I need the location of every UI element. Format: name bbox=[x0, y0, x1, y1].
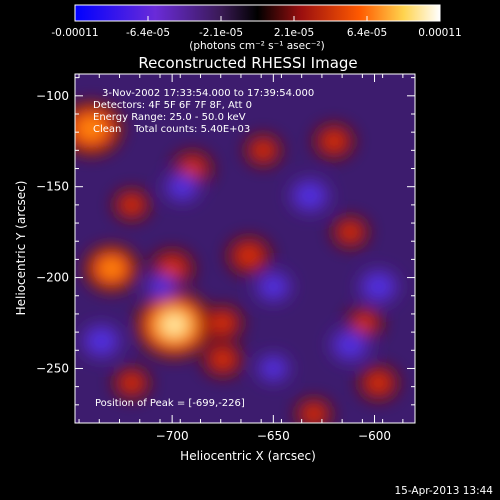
intensity-source bbox=[353, 361, 404, 406]
colorbar-tick-label: -0.00011 bbox=[51, 27, 98, 39]
intensity-source bbox=[108, 184, 155, 225]
intensity-source bbox=[160, 167, 205, 206]
colorbar-tick-label: -6.4e-05 bbox=[126, 27, 170, 39]
intensity-source bbox=[253, 351, 294, 386]
x-tick-label: −700 bbox=[156, 429, 189, 443]
colorbar-tick-label: 2.1e-05 bbox=[274, 27, 314, 39]
intensity-source bbox=[77, 320, 126, 363]
intensity-source bbox=[240, 130, 287, 171]
time-range-text: 3-Nov-2002 17:33:54.000 to 17:39:54.000 bbox=[102, 88, 314, 99]
plot-area bbox=[75, 74, 415, 423]
y-tick-label: −100 bbox=[36, 89, 69, 103]
colorbar: -0.00011 -6.4e-05 -2.1e-05 2.1e-05 6.4e-… bbox=[51, 4, 462, 52]
intensity-source bbox=[285, 174, 335, 217]
observation-info: 3-Nov-2002 17:33:54.000 to 17:39:54.000 … bbox=[93, 88, 314, 409]
intensity-source bbox=[354, 265, 403, 308]
colorbar-unit-label: (photons cm⁻² s⁻¹ asec⁻²) bbox=[189, 40, 324, 52]
plot-frame bbox=[74, 73, 416, 424]
intensity-source bbox=[221, 231, 277, 280]
intensity-source bbox=[132, 288, 216, 361]
intensity-source bbox=[197, 337, 249, 382]
x-tick-label: −650 bbox=[257, 429, 290, 443]
colorbar-tick-label: -2.1e-05 bbox=[199, 27, 243, 39]
y-tick-label: −250 bbox=[36, 361, 69, 375]
intensity-source bbox=[81, 242, 142, 295]
intensity-source bbox=[75, 98, 126, 159]
energy-range-text: Energy Range: 25.0 - 50.0 keV bbox=[93, 112, 246, 123]
intensity-source bbox=[327, 212, 374, 253]
y-tick-label: −200 bbox=[36, 271, 69, 285]
peak-position-text: Position of Peak = [-699,-226] bbox=[95, 398, 245, 409]
intensity-source bbox=[325, 323, 375, 366]
intensity-source bbox=[251, 267, 296, 306]
colorbar-ticks bbox=[74, 16, 441, 21]
x-axis-label: Heliocentric X (arcsec) bbox=[180, 449, 316, 463]
colorbar-gradient bbox=[74, 4, 441, 22]
intensity-map bbox=[75, 98, 404, 423]
chart-title: Reconstructed RHESSI Image bbox=[138, 54, 357, 72]
intensity-source bbox=[197, 301, 249, 346]
clean-counts-text: Clean Total counts: 5.40E+03 bbox=[93, 124, 250, 135]
colorbar-tick-label: 6.4e-05 bbox=[347, 27, 387, 39]
intensity-source bbox=[108, 363, 155, 404]
x-tick-label: −600 bbox=[358, 429, 391, 443]
intensity-source bbox=[141, 269, 183, 305]
axes: −700 −650 −600 −100 −150 −200 −250 bbox=[36, 74, 415, 443]
y-tick-label: −150 bbox=[36, 180, 69, 194]
footer-timestamp: 15-Apr-2013 13:44 bbox=[394, 485, 493, 497]
y-axis-label: Heliocentric Y (arcsec) bbox=[14, 181, 28, 316]
colorbar-tick-label: 0.00011 bbox=[418, 27, 461, 39]
intensity-source bbox=[308, 119, 360, 164]
intensity-source bbox=[290, 393, 337, 423]
detectors-text: Detectors: 4F 5F 6F 7F 8F, Att 0 bbox=[93, 100, 252, 111]
